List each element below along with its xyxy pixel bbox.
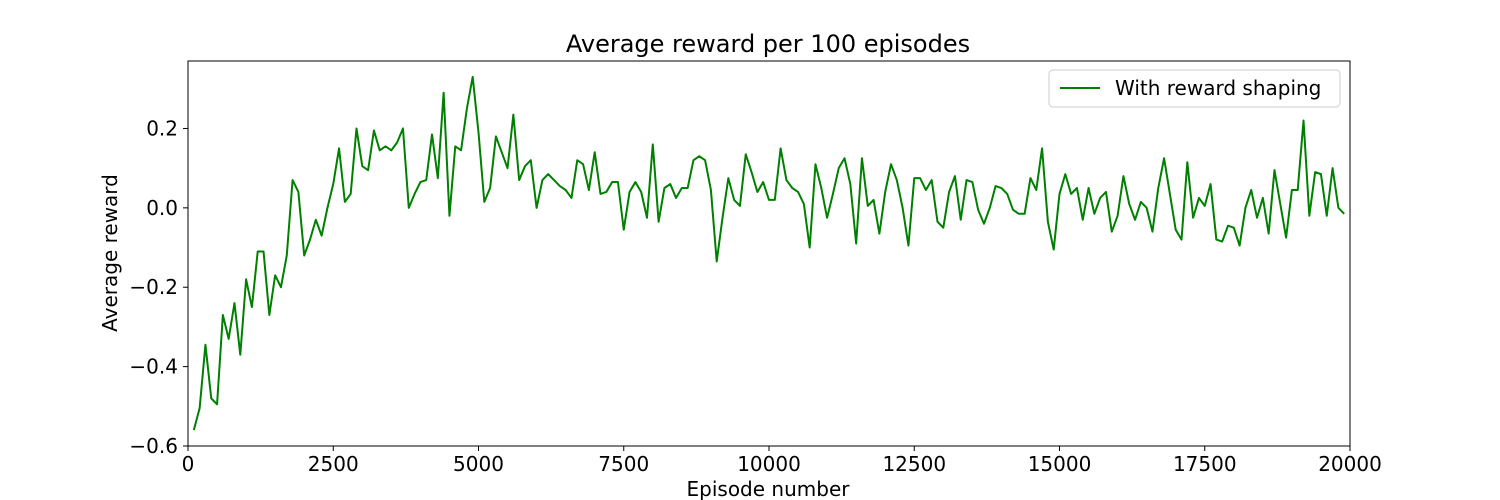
plot-area	[192, 75, 1345, 431]
y-tick-label: −0.2	[129, 275, 178, 299]
y-tick-label: 0.0	[146, 196, 178, 220]
series-line-with-reward-shaping	[192, 75, 1345, 431]
y-tick-label: −0.4	[129, 355, 178, 379]
x-tick-label: 10000	[737, 452, 801, 476]
legend: With reward shaping	[1048, 69, 1341, 108]
x-tick-label: 5000	[453, 452, 504, 476]
x-tick-label: 0	[182, 452, 195, 476]
x-tick-label: 12500	[882, 452, 946, 476]
x-tick-label: 7500	[598, 452, 649, 476]
plot-frame	[187, 60, 1351, 447]
x-tick-label: 2500	[308, 452, 359, 476]
x-tick-label: 15000	[1028, 452, 1092, 476]
y-tick-label: 0.2	[146, 116, 178, 140]
y-tick-label: −0.6	[129, 434, 178, 458]
x-axis-label: Episode number	[687, 477, 851, 500]
y-axis-label: Average reward	[98, 174, 122, 332]
x-tick-label: 20000	[1318, 452, 1382, 476]
chart-title: Average reward per 100 episodes	[566, 30, 970, 58]
legend-box	[1048, 69, 1341, 108]
x-axis-ticks: 0 2500 5000 7500 10000 12500 15000 17500 20000	[182, 446, 1382, 476]
y-axis-ticks: −0.6 −0.4 −0.2 0.0 0.2	[129, 116, 188, 458]
x-tick-label: 17500	[1173, 452, 1237, 476]
legend-label: With reward shaping	[1115, 76, 1321, 100]
